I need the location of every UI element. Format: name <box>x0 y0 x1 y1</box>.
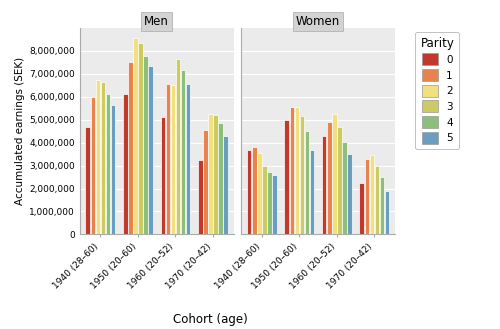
Bar <box>360 183 364 234</box>
Bar <box>304 131 309 234</box>
Bar <box>290 107 294 234</box>
Bar <box>208 114 212 234</box>
Bar <box>252 147 256 234</box>
Bar <box>224 136 228 234</box>
Bar <box>213 115 218 234</box>
Bar <box>322 136 326 234</box>
Bar <box>90 97 95 234</box>
Bar <box>385 191 390 234</box>
Bar <box>148 66 153 234</box>
Bar <box>262 165 266 234</box>
Bar <box>123 94 128 234</box>
Bar <box>247 149 252 234</box>
Bar <box>284 120 289 234</box>
Bar <box>332 114 336 234</box>
Bar <box>170 85 175 234</box>
Bar <box>294 107 299 234</box>
Bar <box>111 105 116 234</box>
Bar <box>176 59 180 234</box>
Bar <box>300 116 304 234</box>
Title: Women: Women <box>296 15 340 28</box>
Bar <box>203 130 207 234</box>
Text: Cohort (age): Cohort (age) <box>172 313 248 326</box>
Title: Men: Men <box>144 15 169 28</box>
Bar <box>160 117 165 234</box>
Bar <box>310 149 314 234</box>
Legend: 0, 1, 2, 3, 4, 5: 0, 1, 2, 3, 4, 5 <box>415 32 460 149</box>
Bar <box>257 153 262 234</box>
Bar <box>166 84 170 234</box>
Bar <box>218 123 223 234</box>
Bar <box>133 38 138 234</box>
Bar <box>128 63 132 234</box>
Bar <box>96 80 100 234</box>
Y-axis label: Accumulated earnings (SEK): Accumulated earnings (SEK) <box>15 57 25 205</box>
Bar <box>342 141 346 234</box>
Bar <box>380 177 384 234</box>
Bar <box>374 165 379 234</box>
Bar <box>181 70 186 234</box>
Bar <box>364 159 369 234</box>
Bar <box>106 94 110 234</box>
Bar <box>337 127 342 234</box>
Bar <box>138 43 142 234</box>
Bar <box>327 122 332 234</box>
Bar <box>348 154 352 234</box>
Bar <box>370 155 374 234</box>
Bar <box>272 175 277 234</box>
Bar <box>100 82 105 234</box>
Bar <box>267 172 272 234</box>
Bar <box>198 160 202 234</box>
Bar <box>186 84 190 234</box>
Bar <box>144 56 148 234</box>
Bar <box>86 127 90 234</box>
